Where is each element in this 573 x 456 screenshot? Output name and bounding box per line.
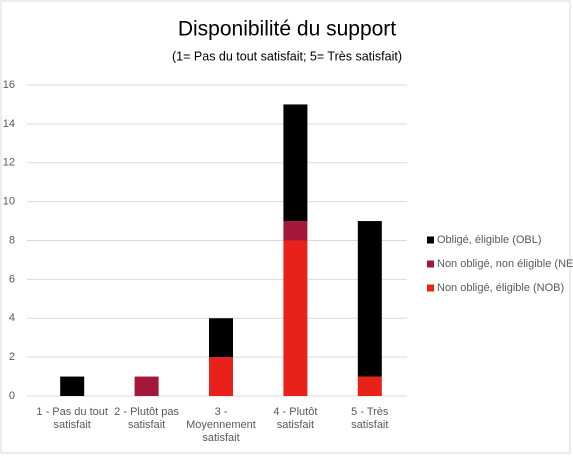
- legend-swatch: [427, 284, 434, 292]
- y-tick-label: 2: [9, 351, 15, 363]
- y-tick-label: 14: [3, 118, 15, 130]
- legend-swatch: [427, 236, 434, 244]
- x-tick-label: 5 - Très satisfait: [351, 406, 389, 431]
- bar-segment: [209, 318, 233, 358]
- y-tick-label: 0: [9, 390, 15, 402]
- y-tick-label: 12: [3, 157, 15, 169]
- bar-segment: [60, 376, 85, 396]
- y-tick-label: 4: [9, 312, 15, 324]
- y-tick-label: 6: [9, 273, 15, 285]
- bar-segment: [209, 357, 233, 396]
- legend-label: Non obligé, éligible (NOB): [437, 282, 564, 294]
- bar-segment: [283, 221, 308, 241]
- legend-label: Non obligé, non éligible (NEL): [437, 258, 573, 270]
- legend-swatch: [427, 260, 434, 268]
- x-tick-label: 2 - Plutôt pas satisfait: [114, 406, 179, 431]
- x-tick-label: 1 - Pas du tout satisfait: [36, 406, 108, 431]
- bar-segment: [357, 376, 382, 396]
- x-tick-label: 4 - Plutôt satisfait: [273, 406, 318, 431]
- bar-segment: [283, 240, 308, 396]
- chart-title: Disponibilité du support: [178, 18, 396, 41]
- chart-subtitle: (1= Pas du tout satisfait; 5= Très satis…: [172, 49, 402, 63]
- bar-segment: [283, 104, 308, 222]
- bar-segment: [357, 221, 382, 377]
- bar-segment: [134, 376, 159, 396]
- legend-label: Obligé, éligible (OBL): [437, 234, 542, 246]
- y-tick-label: 8: [9, 234, 15, 246]
- y-tick-label: 10: [3, 196, 15, 208]
- y-tick-label: 16: [3, 79, 15, 91]
- x-tick-label: 3 - Moyennement satisfait: [186, 406, 256, 444]
